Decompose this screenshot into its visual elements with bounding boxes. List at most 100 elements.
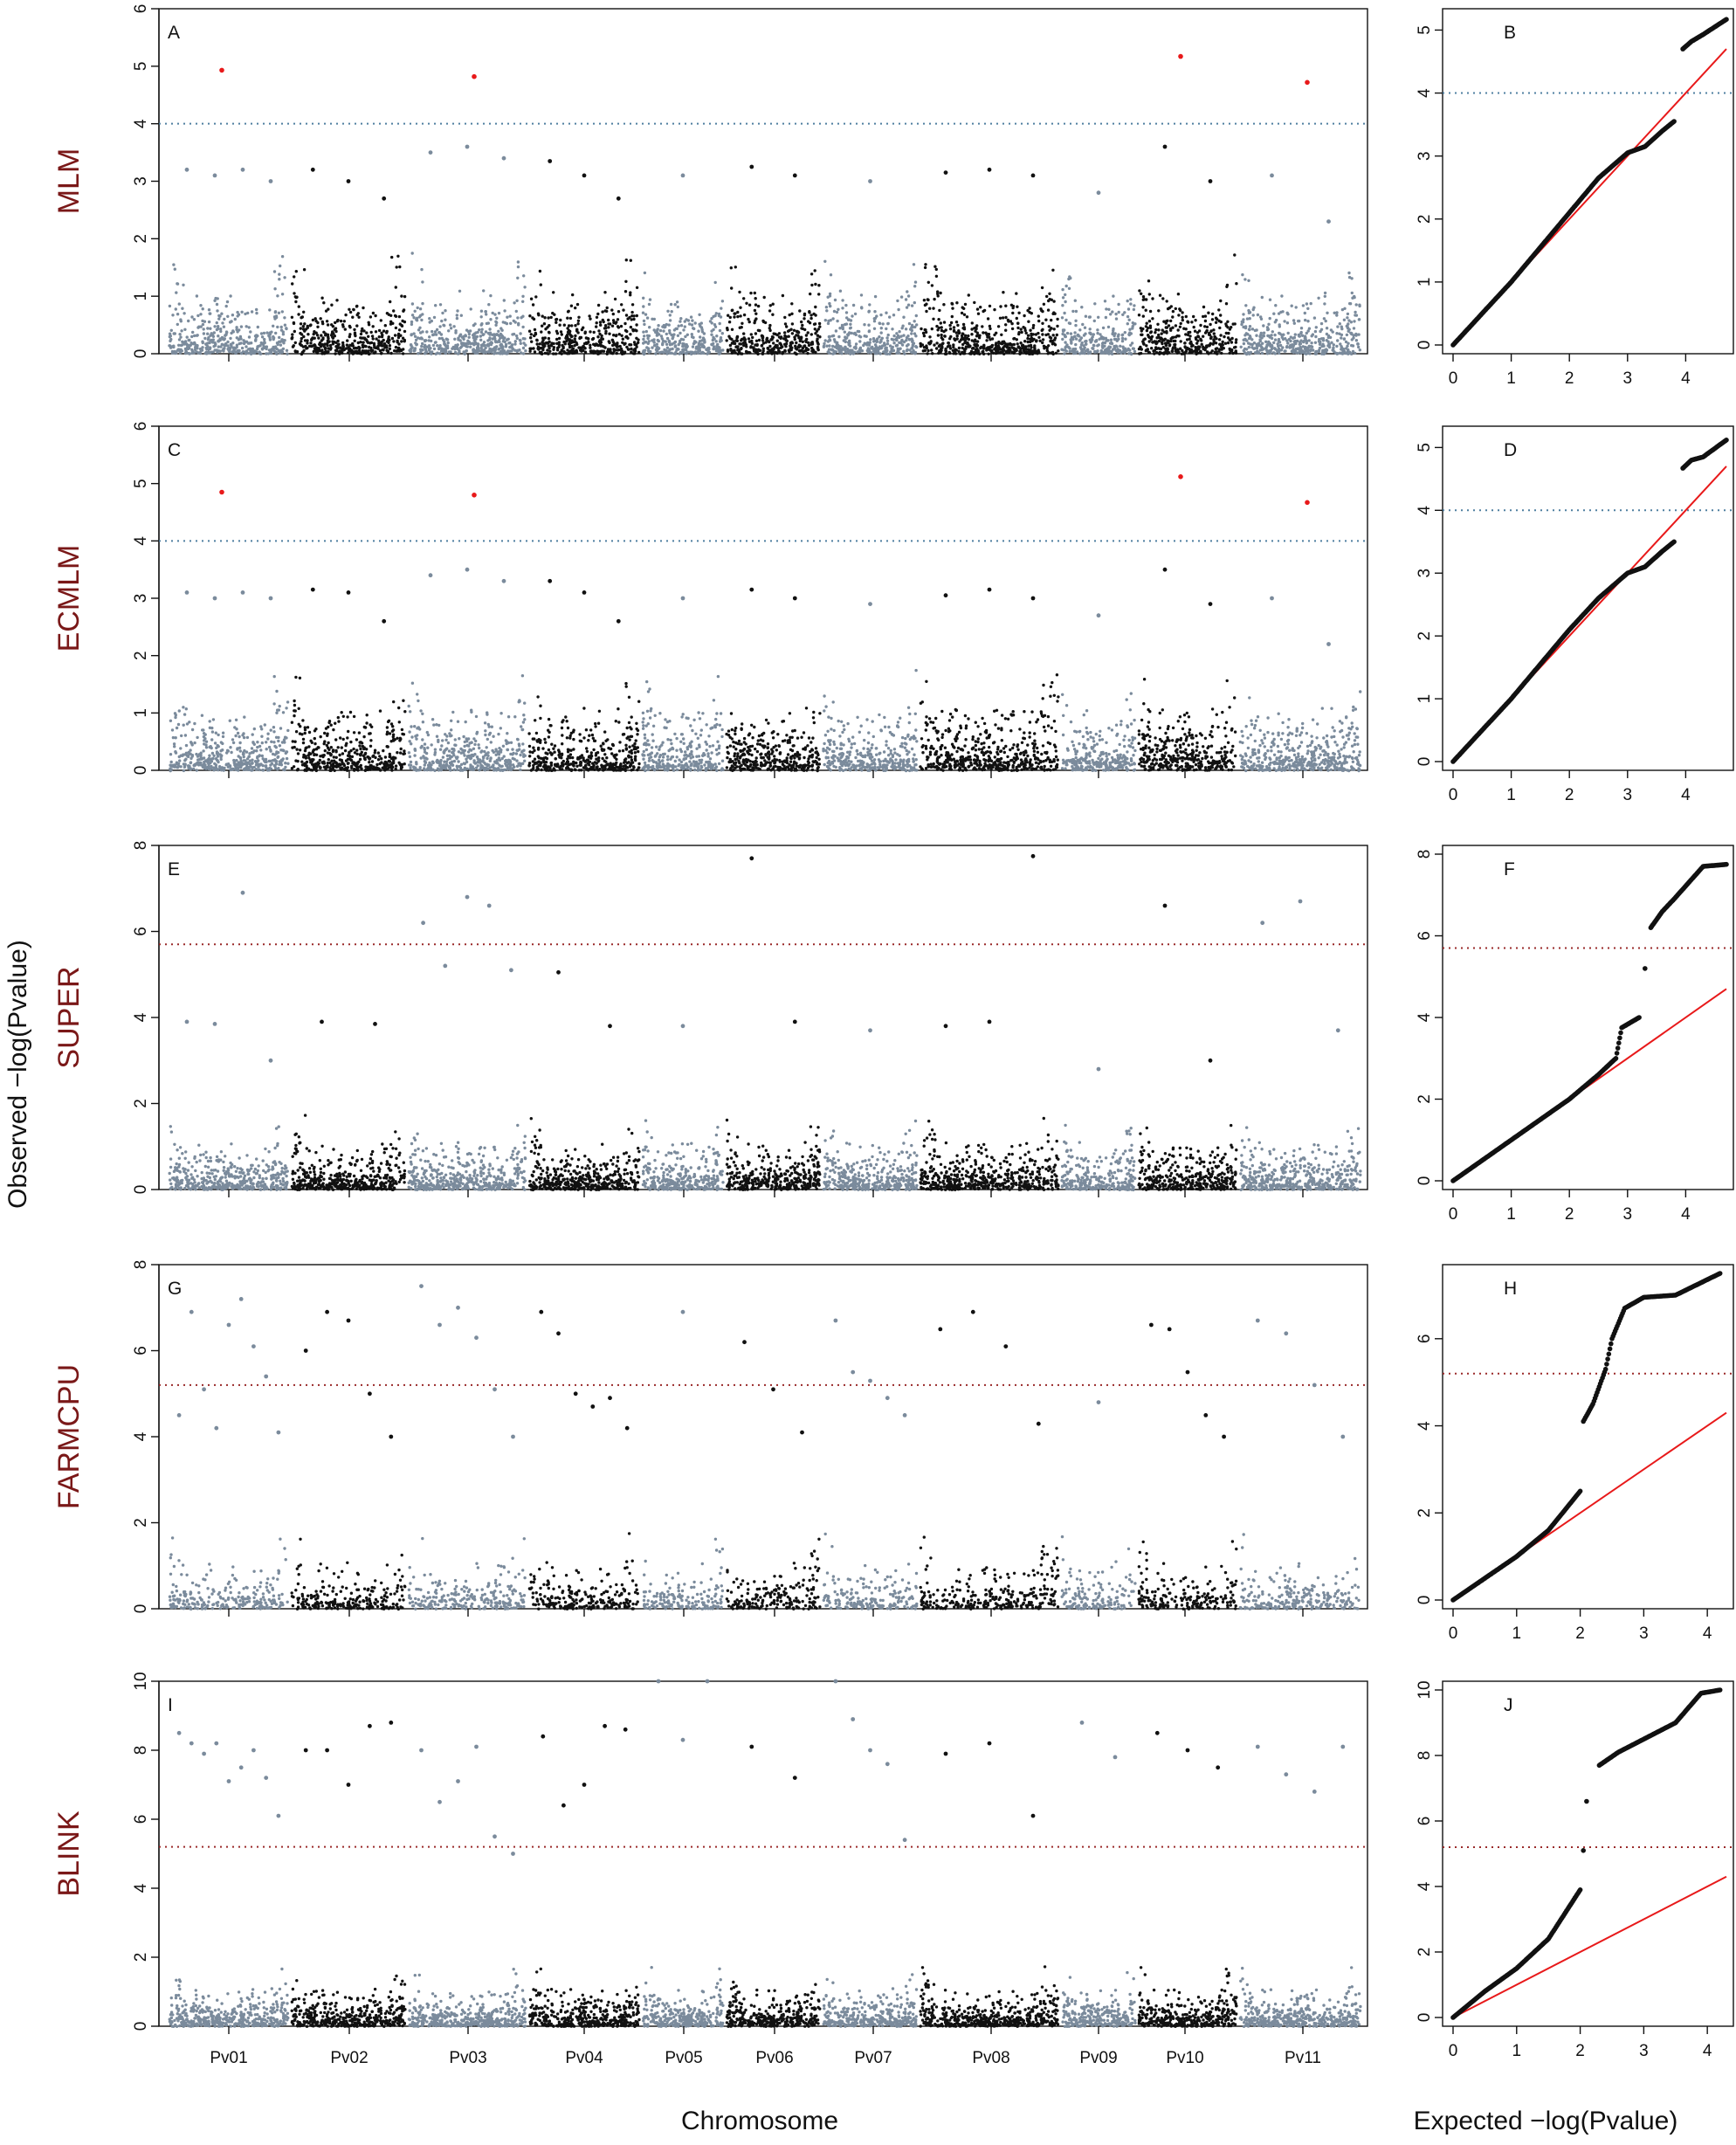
snp-point	[486, 339, 490, 342]
snp-point	[204, 346, 208, 349]
snp-point	[265, 741, 268, 744]
snp-point	[400, 340, 403, 343]
snp-point	[853, 312, 858, 316]
snp-point	[1268, 316, 1271, 321]
snp-point	[1093, 340, 1098, 343]
snp-point	[834, 329, 838, 333]
snp-point	[558, 323, 561, 327]
snp-point	[495, 333, 499, 336]
snp-point	[279, 763, 284, 767]
snp-point	[265, 331, 269, 335]
snp-point	[1217, 338, 1222, 341]
snp-point	[351, 341, 355, 346]
snp-point	[503, 340, 506, 344]
snp-point	[354, 346, 357, 350]
snp-point	[788, 350, 791, 354]
snp-point	[975, 307, 980, 311]
snp-point	[1063, 333, 1066, 337]
snp-point	[1047, 344, 1051, 348]
snp-point	[511, 333, 514, 336]
snp-point	[575, 350, 579, 354]
snp-point	[934, 274, 939, 278]
snp-point	[226, 765, 231, 769]
snp-point	[1140, 292, 1143, 295]
snp-point	[654, 352, 658, 355]
snp-point	[463, 352, 466, 355]
snp-point	[169, 753, 173, 756]
peak-snp-point	[680, 173, 685, 178]
snp-point	[566, 327, 569, 330]
snp-point	[877, 347, 881, 351]
snp-point	[195, 294, 199, 298]
snp-point	[1228, 328, 1232, 331]
snp-point	[201, 340, 204, 343]
snp-point	[168, 344, 171, 348]
snp-point	[629, 325, 633, 329]
snp-point	[1185, 338, 1189, 341]
snp-point	[1101, 341, 1106, 345]
snp-point	[195, 769, 198, 772]
snp-point	[1029, 343, 1033, 348]
snp-point	[1349, 321, 1354, 324]
peak-snp-point	[1096, 190, 1101, 196]
snp-point	[398, 265, 402, 269]
snp-point	[1209, 329, 1213, 334]
snp-point	[794, 344, 797, 348]
snp-point	[1195, 351, 1200, 355]
snp-point	[567, 342, 571, 346]
snp-point	[896, 347, 900, 350]
snp-point	[631, 329, 635, 333]
snp-point	[1184, 314, 1188, 319]
snp-point	[706, 352, 709, 355]
snp-point	[488, 341, 492, 345]
snp-point	[245, 735, 250, 740]
peak-snp-point	[943, 170, 948, 176]
snp-point	[1151, 341, 1155, 344]
snp-point	[1352, 327, 1356, 330]
snp-point	[1110, 341, 1114, 346]
snp-point	[458, 289, 462, 293]
snp-point	[202, 732, 206, 735]
snp-point	[867, 343, 871, 347]
snp-point	[1192, 325, 1195, 329]
snp-point	[825, 344, 829, 348]
snp-point	[560, 333, 563, 336]
snp-point	[1278, 351, 1281, 355]
snp-point	[630, 318, 633, 321]
snp-point	[336, 339, 340, 343]
snp-point	[196, 735, 199, 740]
snp-point	[993, 333, 996, 337]
snp-point	[453, 337, 457, 341]
snp-point	[1326, 334, 1331, 338]
snp-point	[878, 352, 882, 355]
snp-point	[839, 345, 843, 348]
snp-point	[487, 303, 491, 307]
snp-point	[168, 304, 172, 308]
snp-point	[1179, 347, 1182, 350]
snp-point	[588, 314, 591, 318]
snp-point	[561, 343, 564, 348]
snp-point	[361, 327, 364, 331]
snp-point	[552, 348, 555, 351]
snp-point	[1304, 336, 1307, 340]
snp-point	[1234, 349, 1238, 353]
snp-point	[713, 345, 716, 348]
snp-point	[1354, 314, 1359, 317]
snp-point	[255, 347, 259, 351]
snp-point	[527, 329, 532, 333]
snp-point	[275, 689, 279, 693]
snp-point	[402, 348, 405, 351]
snp-point	[1129, 302, 1133, 306]
snp-point	[209, 346, 212, 349]
snp-point	[374, 330, 378, 334]
snp-point	[413, 348, 417, 351]
snp-point	[500, 328, 504, 332]
snp-point	[369, 330, 373, 335]
snp-point	[390, 255, 394, 259]
snp-point	[573, 337, 576, 341]
snp-point	[189, 761, 193, 764]
snp-point	[630, 347, 633, 351]
snp-point	[1053, 343, 1057, 347]
